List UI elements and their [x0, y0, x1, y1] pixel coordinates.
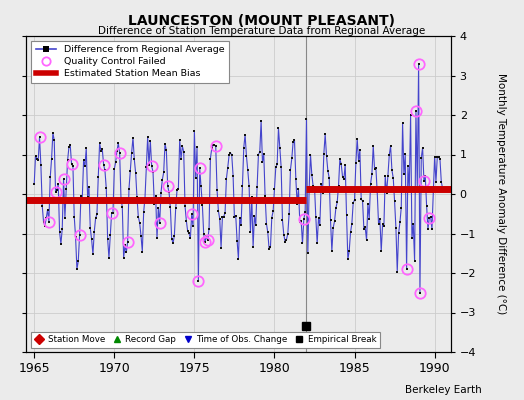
- Text: LAUNCESTON (MOUNT PLEASANT): LAUNCESTON (MOUNT PLEASANT): [128, 14, 396, 28]
- Text: Difference of Station Temperature Data from Regional Average: Difference of Station Temperature Data f…: [99, 26, 425, 36]
- Y-axis label: Monthly Temperature Anomaly Difference (°C): Monthly Temperature Anomaly Difference (…: [496, 73, 506, 315]
- Legend: Station Move, Record Gap, Time of Obs. Change, Empirical Break: Station Move, Record Gap, Time of Obs. C…: [30, 332, 380, 348]
- Text: Berkeley Earth: Berkeley Earth: [406, 385, 482, 395]
